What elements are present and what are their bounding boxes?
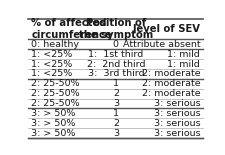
Bar xyxy=(28,40,202,49)
Text: 2: 25-50%: 2: 25-50% xyxy=(31,99,80,108)
Text: 3:  3rd third: 3: 3rd third xyxy=(87,69,144,78)
Bar xyxy=(28,108,202,118)
Text: 3: serious: 3: serious xyxy=(153,128,199,137)
Text: % of affected
circumference: % of affected circumference xyxy=(31,18,112,40)
Text: Attribute absent: Attribute absent xyxy=(122,40,199,49)
Text: 0: healthy: 0: healthy xyxy=(31,40,79,49)
Text: 2: 2 xyxy=(112,89,118,98)
Bar xyxy=(28,118,202,128)
Bar xyxy=(28,89,202,99)
Text: 1: 1 xyxy=(112,109,118,118)
Text: 1: <25%: 1: <25% xyxy=(31,60,72,69)
Text: 1: mild: 1: mild xyxy=(167,50,199,59)
Bar xyxy=(28,19,202,40)
Text: 1: 1 xyxy=(112,79,118,88)
Text: 2:  2nd third: 2: 2nd third xyxy=(86,60,144,69)
Text: 3: serious: 3: serious xyxy=(153,109,199,118)
Text: 3: 3 xyxy=(112,128,118,137)
Text: 2: moderate: 2: moderate xyxy=(141,89,199,98)
Text: 0: 0 xyxy=(112,40,118,49)
Text: 3: 3 xyxy=(112,99,118,108)
Text: 3: > 50%: 3: > 50% xyxy=(31,109,75,118)
Text: 2: moderate: 2: moderate xyxy=(141,69,199,78)
Text: 1:  1st third: 1: 1st third xyxy=(88,50,143,59)
Text: 2: 2 xyxy=(112,119,118,128)
Bar xyxy=(28,99,202,108)
Text: 2: 25-50%: 2: 25-50% xyxy=(31,79,80,88)
Text: 3: serious: 3: serious xyxy=(153,99,199,108)
Text: 3: serious: 3: serious xyxy=(153,119,199,128)
Text: 1: <25%: 1: <25% xyxy=(31,69,72,78)
Text: 2: moderate: 2: moderate xyxy=(141,79,199,88)
Text: 3: > 50%: 3: > 50% xyxy=(31,128,75,137)
Text: level of SEV: level of SEV xyxy=(133,24,199,34)
Text: 1: mild: 1: mild xyxy=(167,60,199,69)
Text: 1: <25%: 1: <25% xyxy=(31,50,72,59)
Bar xyxy=(28,69,202,79)
Text: 2: 25-50%: 2: 25-50% xyxy=(31,89,80,98)
Bar xyxy=(28,128,202,138)
Bar xyxy=(28,59,202,69)
Text: Position of
the symptom: Position of the symptom xyxy=(78,18,152,40)
Bar xyxy=(28,79,202,89)
Bar xyxy=(28,49,202,59)
Text: 3: > 50%: 3: > 50% xyxy=(31,119,75,128)
